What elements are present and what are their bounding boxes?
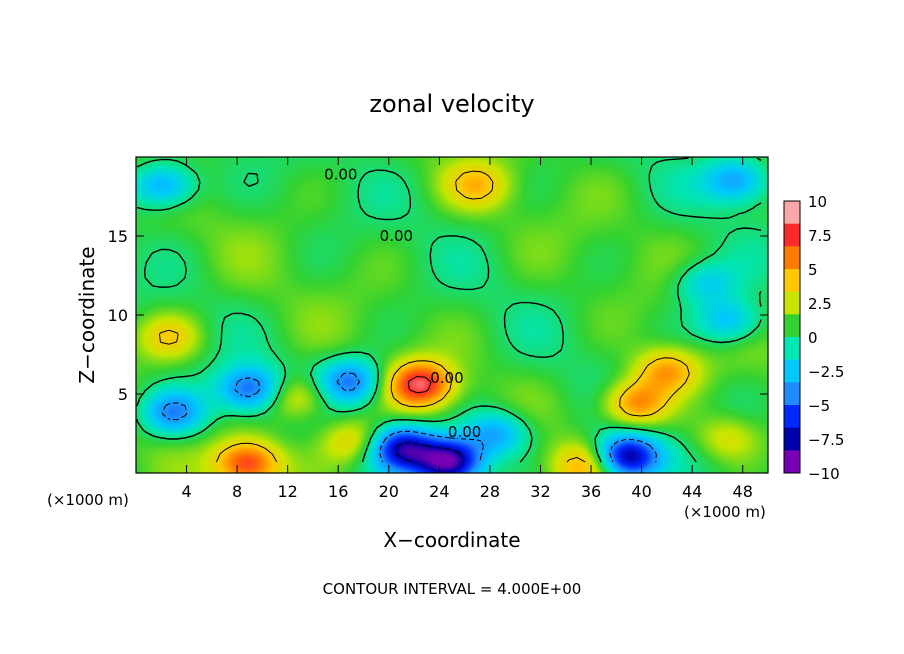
x-tick-label: 48 [733, 482, 753, 501]
colorbar-segment [784, 291, 800, 315]
colorbar-label: −2.5 [808, 363, 844, 381]
colorbar-segment [784, 382, 800, 406]
colorbar-label: 5 [808, 261, 818, 279]
x-tick-label: 12 [278, 482, 298, 501]
x-tick-label: 20 [379, 482, 399, 501]
contour-label: 0.00 [430, 369, 463, 387]
colorbar-segment [784, 246, 800, 270]
contour-line [136, 157, 762, 463]
colorbar-label: 0 [808, 329, 818, 347]
colorbar-segment [784, 427, 800, 451]
x-tick-label: 4 [181, 482, 191, 501]
colorbar-segment [784, 269, 800, 293]
x-axis: 4 8 12 16 20 24 28 32 36 40 44 48 [181, 157, 753, 501]
colorbar-segment [784, 201, 800, 225]
contour-line [407, 376, 432, 394]
x-tick-label: 32 [530, 482, 550, 501]
contour-labels: 0.00 0.00 0.00 0.00 [324, 165, 481, 441]
contour-line [396, 442, 464, 463]
x-tick-label: 40 [631, 482, 651, 501]
colorbar-label: 2.5 [808, 295, 832, 313]
colorbar: 10 7.5 5 2.5 0 −2.5 −5 −7.5 −10 [783, 193, 844, 483]
y-tick-label: 5 [118, 385, 128, 404]
colorbar-label: −7.5 [808, 431, 844, 449]
contour-label: 0.00 [380, 227, 413, 245]
colorbar-segment [784, 337, 800, 361]
colorbar-segment [784, 223, 800, 247]
colorbar-label: 10 [808, 193, 827, 211]
contour-lines [136, 157, 762, 463]
contour-line [159, 170, 690, 463]
colorbar-segment [784, 405, 800, 429]
x-unit-left: (×1000 m) [47, 491, 129, 509]
y-tick-label: 15 [108, 227, 128, 246]
heatmap-field [136, 157, 768, 473]
x-tick-label: 28 [480, 482, 500, 501]
colorbar-label: −10 [808, 465, 840, 483]
colorbar-frame [783, 200, 801, 474]
y-axis: 5 10 15 [108, 227, 768, 404]
colorbar-label: −5 [808, 397, 830, 415]
plot-area: 0.00 0.00 0.00 0.00 [135, 156, 769, 474]
contour-label: 0.00 [448, 423, 481, 441]
contour-label: 0.00 [324, 165, 357, 183]
x-unit-right: (×1000 m) [684, 503, 766, 521]
contour-line [161, 372, 657, 463]
colorbar-segment [784, 314, 800, 338]
y-tick-label: 10 [108, 306, 128, 325]
x-tick-label: 8 [232, 482, 242, 501]
x-tick-label: 24 [429, 482, 449, 501]
x-tick-label: 36 [581, 482, 601, 501]
x-axis-label: X−coordinate [383, 528, 520, 552]
colorbar-segment [784, 359, 800, 383]
contour-interval-footer: CONTOUR INTERVAL = 4.000E+00 [323, 580, 582, 598]
chart-title: zonal velocity [369, 90, 534, 118]
colorbar-segment [784, 450, 800, 474]
x-tick-label: 44 [682, 482, 702, 501]
y-axis-label: Z−coordinate [75, 246, 99, 383]
x-tick-label: 16 [328, 482, 348, 501]
colorbar-label: 7.5 [808, 227, 832, 245]
